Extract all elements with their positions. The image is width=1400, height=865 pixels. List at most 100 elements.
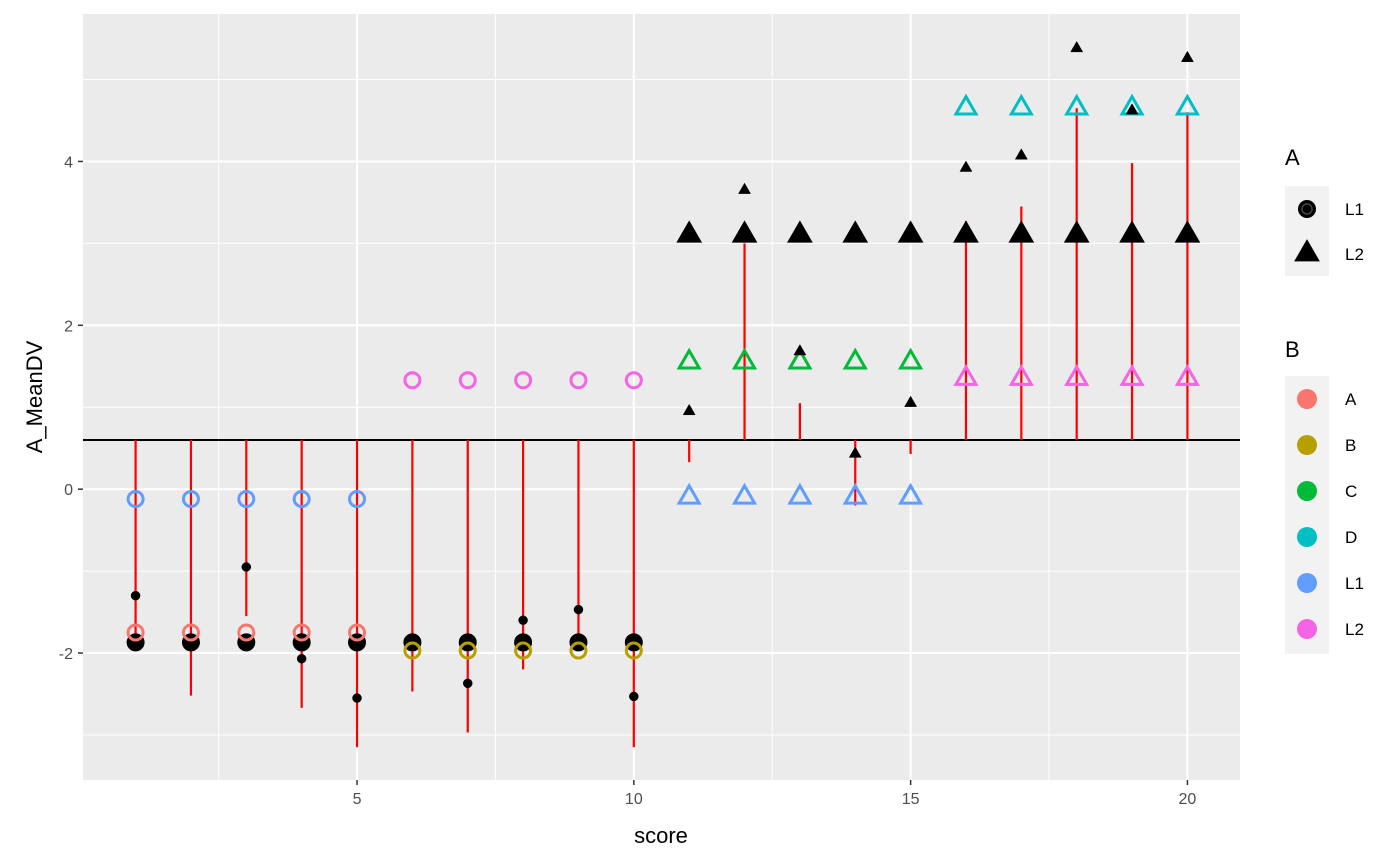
group-mean-point: [569, 371, 588, 390]
large-data-point: [1063, 220, 1090, 243]
y-tick-label: 0: [64, 482, 73, 499]
legend-b-key-l2: [1297, 619, 1317, 639]
legend-b-key-c: [1297, 481, 1317, 501]
group-mean-point: [676, 482, 702, 505]
group-mean-point: [898, 482, 924, 505]
group-mean-point: [1174, 364, 1201, 386]
observation-point: [518, 615, 528, 625]
group-mean-points-layer: [126, 93, 1201, 660]
observation-point: [1070, 40, 1084, 53]
large-data-point: [953, 220, 979, 243]
group-mean-point: [237, 489, 256, 508]
legend-b-label: L1: [1345, 574, 1364, 593]
observation-point: [241, 562, 252, 572]
legend-a-key-background: [1285, 186, 1329, 276]
large-data-point: [787, 220, 813, 243]
group-mean-point: [1064, 364, 1090, 386]
group-mean-point: [787, 482, 813, 505]
group-mean-point: [898, 347, 924, 370]
group-mean-point: [403, 641, 422, 660]
group-mean-point: [1174, 93, 1201, 116]
group-mean-point: [787, 347, 813, 370]
group-mean-point: [953, 93, 979, 116]
group-mean-point: [514, 641, 533, 660]
group-mean-point: [237, 623, 256, 642]
plot-panel: [83, 14, 1240, 780]
group-mean-point: [1008, 364, 1034, 386]
y-tick-label: 4: [64, 154, 73, 171]
large-data-point: [1174, 220, 1201, 243]
observation-point: [130, 590, 141, 601]
legend-a-title: A: [1285, 145, 1300, 170]
group-mean-point: [1064, 93, 1090, 116]
legend-b-label: A: [1345, 390, 1357, 409]
group-mean-point: [403, 371, 422, 390]
legend-a-label: L1: [1345, 200, 1364, 219]
legend-a-label: L2: [1345, 245, 1364, 264]
group-mean-point: [514, 371, 533, 390]
large-data-point: [1119, 220, 1145, 243]
large-data-point: [731, 220, 758, 243]
large-data-point: [1008, 220, 1035, 243]
legend-b-label: B: [1345, 436, 1356, 455]
legend-b-key-d: [1297, 527, 1317, 547]
group-mean-point: [1119, 364, 1145, 386]
group-mean-point: [348, 623, 367, 642]
legend-b-key-b: [1297, 435, 1317, 455]
large-data-point: [676, 220, 703, 243]
observation-point: [682, 403, 696, 416]
legend-b-title: B: [1285, 337, 1300, 362]
legend-a-key-ring: [1301, 203, 1313, 215]
observation-point: [959, 160, 973, 172]
group-mean-point: [181, 623, 200, 642]
group-mean-point: [458, 371, 477, 390]
group-mean-point: [126, 489, 145, 508]
observation-point: [848, 446, 862, 458]
group-mean-point: [458, 641, 477, 660]
group-mean-point: [624, 641, 643, 660]
y-axis-title: A_MeanDV: [22, 340, 47, 453]
x-tick-label: 20: [1179, 791, 1197, 808]
y-tick-label: -2: [59, 646, 73, 663]
group-mean-point: [1008, 93, 1034, 116]
group-mean-point: [842, 482, 868, 505]
large-data-point: [842, 220, 869, 243]
observation-point: [462, 678, 473, 689]
group-mean-point: [181, 489, 200, 508]
legend: A L1 L2 B A B C D L1 L2: [1285, 145, 1364, 654]
large-data-point: [897, 220, 924, 243]
group-mean-point: [953, 364, 979, 386]
legend-a-key-l2: [1294, 239, 1320, 262]
group-mean-point: [126, 623, 145, 642]
group-mean-point: [676, 347, 702, 370]
observation-point: [904, 395, 918, 407]
group-mean-point: [842, 347, 868, 370]
group-mean-point: [624, 371, 643, 390]
group-mean-point: [731, 347, 758, 370]
x-tick-label: 5: [353, 791, 362, 808]
legend-b-label: C: [1345, 482, 1357, 501]
observation-point: [629, 691, 639, 702]
legend-b-key-l1: [1297, 573, 1317, 593]
legend-b-label: L2: [1345, 620, 1364, 639]
legend-a-key-l1: [1298, 200, 1316, 218]
legend-b-key-a: [1297, 389, 1317, 409]
x-axis-title: score: [634, 823, 688, 848]
x-tick-label: 15: [902, 791, 920, 808]
y-tick-label: 2: [64, 318, 73, 335]
x-tick-label: 10: [625, 791, 643, 808]
y-ticks: -2 0 2 4: [59, 154, 83, 663]
observation-point: [1180, 50, 1194, 62]
group-mean-point: [292, 623, 311, 642]
observation-point: [296, 654, 307, 664]
observation-point: [793, 344, 807, 356]
group-mean-point: [569, 641, 588, 660]
group-mean-point: [731, 482, 758, 505]
legend-b-label: D: [1345, 528, 1357, 547]
observation-point: [1014, 148, 1028, 160]
observation-point: [573, 604, 584, 615]
group-mean-point: [292, 489, 311, 508]
observation-point: [352, 693, 362, 703]
observation-point: [738, 182, 751, 194]
